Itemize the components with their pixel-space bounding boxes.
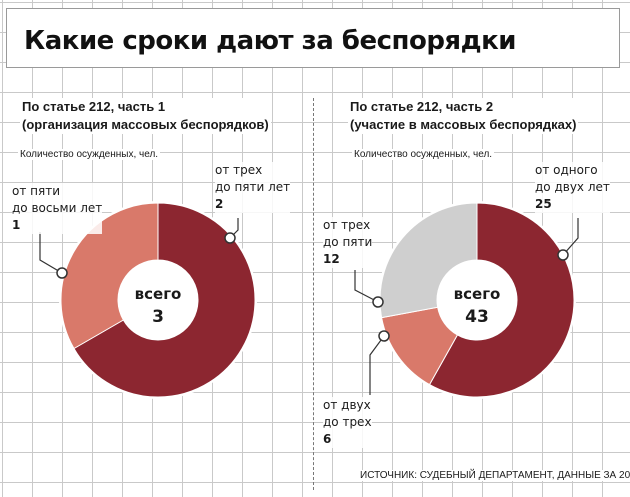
- slice-value: 12: [323, 252, 340, 266]
- left-title-line2: (организация массовых беспорядков): [22, 117, 269, 132]
- slice-label-line1: от двух: [323, 398, 371, 412]
- slice-label-line1: от пяти: [12, 184, 60, 198]
- right-donut: [378, 201, 576, 399]
- donut-hole: [118, 260, 198, 340]
- slice-label-line2: до пяти лет: [215, 180, 291, 194]
- chart-title: Какие сроки дают за беспорядки: [24, 26, 517, 56]
- right-unit-label: Количество осужденных, чел.: [352, 149, 495, 160]
- left-total: 3: [152, 307, 164, 327]
- right-section-title: По статье 212, часть 2 (участие в массов…: [348, 98, 579, 134]
- divider: [313, 98, 314, 490]
- source-note: ИСТОЧНИК: СУДЕБНЫЙ ДЕПАРТАМЕНТ, ДАННЫЕ З…: [358, 470, 630, 481]
- left-slice-label-1: от пяти до восьми лет 1: [12, 183, 103, 234]
- slice-value: 1: [12, 218, 21, 232]
- slice-value: 2: [215, 197, 224, 211]
- slice-label-line2: до пяти: [323, 235, 373, 249]
- right-slice-label-0: от одного до двух лет 25: [535, 162, 610, 213]
- slice-label-line2: до восьми лет: [12, 201, 103, 215]
- slice-value: 6: [323, 432, 332, 446]
- right-slice-label-2: от трех до пяти 12: [323, 217, 373, 268]
- leader-dot-2: [372, 296, 384, 308]
- leader-dot-0: [224, 232, 236, 244]
- right-title-line2: (участие в массовых беспорядках): [350, 117, 577, 132]
- leader-line-0: [562, 218, 579, 256]
- left-unit-label: Количество осужденных, чел.: [18, 149, 161, 160]
- slice-value: 25: [535, 197, 552, 211]
- right-slice-label-1: от двух до трех 6: [323, 397, 372, 448]
- donut-hole: [437, 260, 517, 340]
- right-center: всего 43: [437, 285, 517, 327]
- left-section-title: По статье 212, часть 1 (организация масс…: [20, 98, 271, 134]
- leader-line-1: [39, 232, 63, 274]
- left-slice-label-0: от трех до пяти лет 2: [215, 162, 291, 213]
- slice-label-line2: до двух лет: [535, 180, 610, 194]
- slice-label-line2: до трех: [323, 415, 372, 429]
- left-center-caption: всего: [134, 285, 182, 303]
- left-donut: [59, 201, 257, 399]
- leader-line-2: [354, 270, 379, 303]
- slice-label-line1: от одного: [535, 163, 598, 177]
- leader-line-1: [369, 335, 385, 395]
- slice-label-line1: от трех: [323, 218, 371, 232]
- right-total: 43: [465, 307, 489, 327]
- left-title-line1: По статье 212, часть 1: [22, 99, 166, 114]
- leader-dot-0: [557, 249, 569, 261]
- left-center: всего 3: [118, 285, 198, 327]
- leader-dot-1: [56, 267, 68, 279]
- right-title-line1: По статье 212, часть 2: [350, 99, 494, 114]
- leader-dot-1: [378, 330, 390, 342]
- right-center-caption: всего: [453, 285, 501, 303]
- title-box: [6, 8, 620, 68]
- slice-label-line1: от трех: [215, 163, 263, 177]
